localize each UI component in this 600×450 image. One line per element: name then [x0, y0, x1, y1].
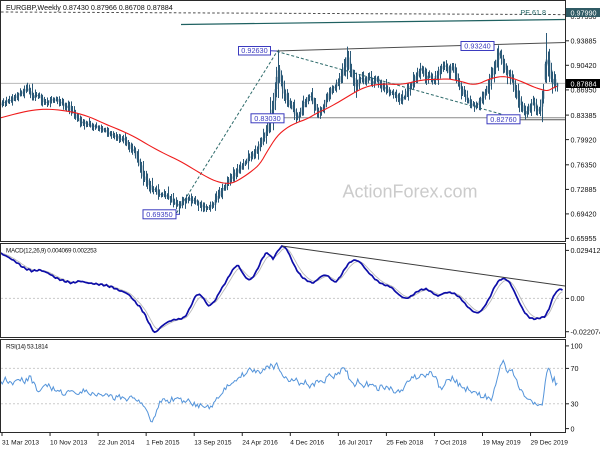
svg-text:19 May 2019: 19 May 2019: [483, 440, 521, 447]
svg-text:0.83385: 0.83385: [571, 111, 597, 120]
svg-text:0.029412: 0.029412: [571, 246, 600, 255]
svg-text:30: 30: [571, 400, 579, 409]
svg-text:0.79920: 0.79920: [571, 135, 597, 144]
svg-text:0.69420: 0.69420: [571, 210, 597, 219]
svg-text:13 Sep 2015: 13 Sep 2015: [194, 440, 232, 447]
svg-text:PE 61.8: PE 61.8: [520, 8, 546, 17]
svg-text:24 Apr 2016: 24 Apr 2016: [242, 440, 278, 447]
svg-text:0.00: 0.00: [571, 294, 585, 303]
svg-text:0.93240: 0.93240: [464, 42, 490, 51]
svg-text:0.92630: 0.92630: [241, 46, 267, 55]
svg-text:0.76350: 0.76350: [571, 161, 597, 170]
svg-text:-0.022074: -0.022074: [571, 327, 600, 336]
svg-text:0.65955: 0.65955: [571, 234, 597, 243]
svg-text:7 Oct 2018: 7 Oct 2018: [434, 440, 467, 447]
svg-text:16 Jul 2017: 16 Jul 2017: [338, 440, 372, 447]
svg-text:0.90420: 0.90420: [571, 61, 597, 70]
svg-text:0.93885: 0.93885: [571, 37, 597, 46]
svg-text:0.83030: 0.83030: [254, 114, 280, 123]
svg-text:10 Nov 2013: 10 Nov 2013: [50, 440, 88, 447]
svg-text:25 Feb 2018: 25 Feb 2018: [386, 440, 423, 447]
svg-text:22 Jun 2014: 22 Jun 2014: [98, 440, 135, 447]
svg-text:0.69350: 0.69350: [146, 210, 172, 219]
svg-text:0.82760: 0.82760: [490, 115, 516, 124]
svg-text:0: 0: [571, 424, 575, 433]
svg-text:29 Dec 2019: 29 Dec 2019: [531, 440, 569, 447]
svg-text:0.86950: 0.86950: [571, 86, 597, 95]
svg-text:ActionForex.com: ActionForex.com: [342, 182, 477, 202]
svg-text:1 Feb 2015: 1 Feb 2015: [146, 440, 180, 447]
svg-text:0.87884: 0.87884: [571, 79, 597, 88]
svg-text:RSI(14) 53.1814: RSI(14) 53.1814: [6, 344, 49, 351]
svg-text:70: 70: [571, 364, 579, 373]
svg-text:4 Dec 2016: 4 Dec 2016: [290, 440, 324, 447]
svg-text:0.97990: 0.97990: [571, 8, 597, 17]
svg-text:MACD(12,26,9) 0.004069 0.00225: MACD(12,26,9) 0.004069 0.002253: [6, 248, 97, 255]
svg-text:EURGBP,Weekly 0.87430 0.87966: EURGBP,Weekly 0.87430 0.87966 0.86708 0.…: [6, 3, 173, 12]
svg-text:31 Mar 2013: 31 Mar 2013: [2, 440, 39, 447]
svg-text:100: 100: [571, 342, 583, 351]
svg-text:0.72885: 0.72885: [571, 185, 597, 194]
